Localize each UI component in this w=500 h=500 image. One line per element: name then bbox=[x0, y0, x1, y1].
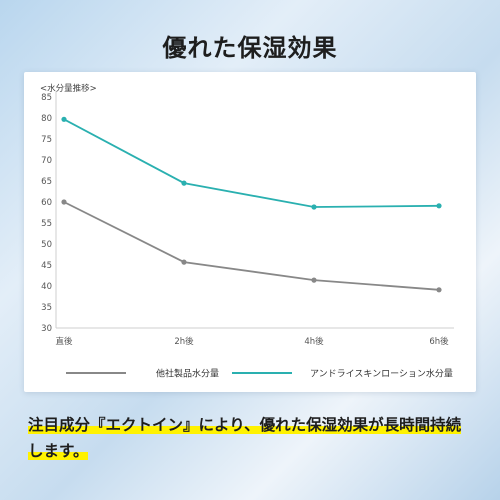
y-tick-label: 40 bbox=[41, 282, 52, 292]
y-tick-label: 50 bbox=[41, 240, 52, 250]
y-axis-label: <水分量推移> bbox=[40, 83, 97, 94]
feature-caption: 注目成分『エクトイン』により、優れた保湿効果が長時間持続します。 bbox=[28, 412, 474, 464]
y-tick-label: 30 bbox=[41, 324, 52, 334]
data-point bbox=[181, 259, 187, 265]
legend-label-2: アンドライスキンローション水分量 bbox=[310, 368, 453, 380]
x-tick-label: 6h後 bbox=[429, 336, 449, 347]
y-tick-label: 70 bbox=[41, 156, 52, 166]
series-line-1 bbox=[63, 201, 440, 291]
y-tick-label: 85 bbox=[41, 93, 52, 103]
data-point bbox=[436, 287, 442, 293]
y-tick-label: 35 bbox=[41, 303, 52, 313]
line-chart: <水分量推移> 30 35 40 45 50 55 60 65 70 75 80 85 直後 2h後 4h… bbox=[40, 83, 454, 380]
page-title: 優れた保湿効果 bbox=[162, 34, 338, 62]
caption-text: 注目成分『エクトイン』により、優れた保湿効果が長時間持続します。 bbox=[28, 416, 462, 460]
y-tick-label: 80 bbox=[41, 114, 52, 124]
y-tick-label: 75 bbox=[41, 135, 52, 145]
y-tick-label: 45 bbox=[41, 261, 52, 271]
data-point bbox=[61, 116, 67, 122]
data-point bbox=[311, 204, 317, 210]
x-tick-label: 4h後 bbox=[304, 336, 324, 347]
y-tick-label: 60 bbox=[41, 198, 52, 208]
x-tick-label: 2h後 bbox=[174, 336, 194, 347]
data-point bbox=[311, 277, 317, 283]
data-point bbox=[181, 180, 187, 186]
y-tick-label: 55 bbox=[41, 219, 52, 229]
data-point bbox=[61, 199, 67, 205]
x-tick-label: 直後 bbox=[55, 336, 73, 347]
chart-card: <水分量推移> 30 35 40 45 50 55 60 65 70 75 80 85 直後 2h後 4h… bbox=[24, 72, 476, 392]
y-tick-label: 65 bbox=[41, 177, 52, 187]
data-point bbox=[436, 203, 442, 209]
legend-label-1: 他社製品水分量 bbox=[156, 368, 219, 380]
series-line-2 bbox=[63, 118, 440, 208]
